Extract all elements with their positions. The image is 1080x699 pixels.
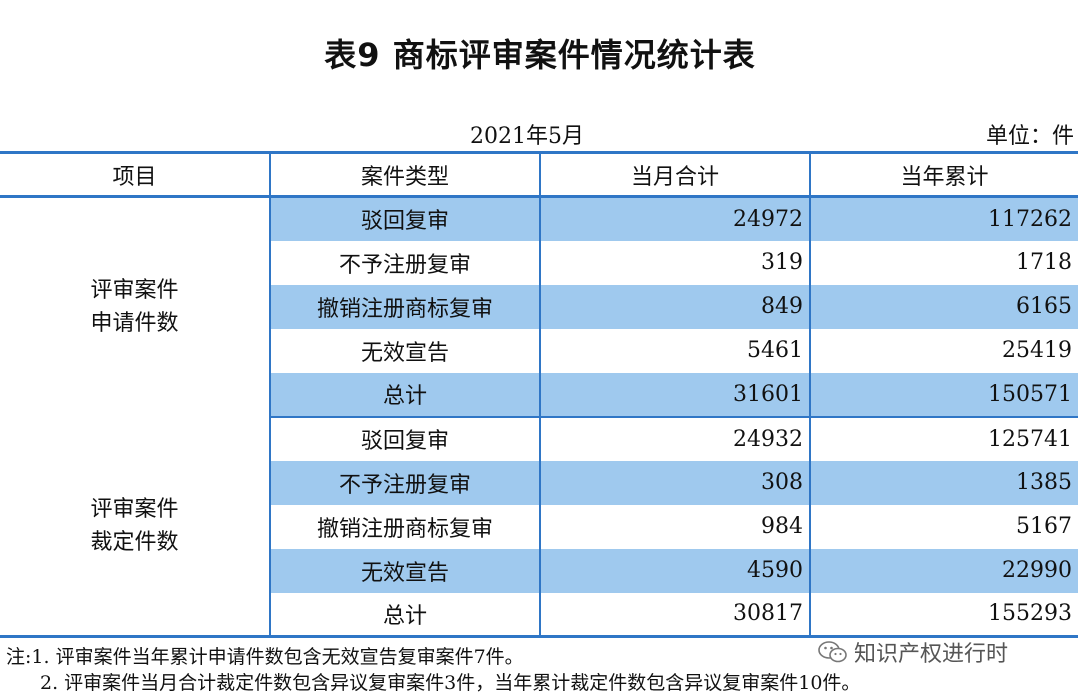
year-total-cell: 1718 bbox=[809, 240, 1078, 285]
statistics-table: 项目 案件类型 当月合计 当年累计 评审案件 申请件数 驳回复审 24972 1… bbox=[0, 151, 1078, 638]
watermark: 知识产权进行时 bbox=[818, 636, 1008, 668]
case-type-cell: 驳回复审 bbox=[269, 416, 540, 461]
year-total-cell: 22990 bbox=[809, 548, 1078, 593]
group-label: 评审案件 申请件数 bbox=[0, 197, 270, 417]
table-row: 不予注册复审 319 1718 bbox=[0, 240, 1078, 285]
year-total-cell: 1385 bbox=[809, 460, 1078, 505]
year-total-cell: 150571 bbox=[809, 372, 1078, 418]
table-row-total: 总计 30817 155293 bbox=[0, 592, 1078, 637]
table-row: 无效宣告 5461 25419 bbox=[0, 328, 1078, 373]
group-label: 评审案件 裁定件数 bbox=[0, 417, 270, 637]
table-row: 不予注册复审 308 1385 bbox=[0, 460, 1078, 505]
month-total-cell: 24972 bbox=[539, 196, 810, 241]
table-row: 撤销注册商标复审 849 6165 bbox=[0, 284, 1078, 329]
table-row: 撤销注册商标复审 984 5167 bbox=[0, 504, 1078, 549]
table-row: 无效宣告 4590 22990 bbox=[0, 548, 1078, 593]
case-type-cell: 不予注册复审 bbox=[269, 240, 540, 285]
header-case-type: 案件类型 bbox=[269, 152, 540, 198]
month-total-cell: 984 bbox=[539, 504, 810, 549]
month-total-cell: 319 bbox=[539, 240, 810, 285]
month-total-cell: 5461 bbox=[539, 328, 810, 373]
case-type-cell: 驳回复审 bbox=[269, 196, 540, 241]
year-total-cell: 155293 bbox=[809, 592, 1078, 637]
month-total-cell: 31601 bbox=[539, 372, 810, 418]
case-type-cell: 撤销注册商标复审 bbox=[269, 284, 540, 329]
year-total-cell: 5167 bbox=[809, 504, 1078, 549]
header-year-total: 当年累计 bbox=[809, 152, 1078, 198]
table-row: 评审案件 裁定件数 驳回复审 24932 125741 bbox=[0, 416, 1078, 555]
table-row: 评审案件 申请件数 驳回复审 24972 117262 bbox=[0, 196, 1078, 336]
year-total-cell: 117262 bbox=[809, 196, 1078, 241]
case-type-cell: 总计 bbox=[269, 372, 540, 418]
group-rulings: 评审案件 裁定件数 驳回复审 24932 125741 不予注册复审 308 1… bbox=[0, 416, 1078, 637]
year-total-cell: 6165 bbox=[809, 284, 1078, 329]
header-item: 项目 bbox=[0, 152, 270, 198]
table-row-total: 总计 31601 150571 bbox=[0, 372, 1078, 418]
group-applications: 评审案件 申请件数 驳回复审 24972 117262 不予注册复审 319 1… bbox=[0, 196, 1078, 418]
group-label-line2: 裁定件数 bbox=[90, 529, 179, 555]
footnote-2: 2. 评审案件当月合计裁定件数包含异议复审案件3件，当年累计裁定件数包含异议复审… bbox=[40, 672, 861, 694]
group-label-line2: 申请件数 bbox=[90, 311, 179, 337]
month-total-cell: 849 bbox=[539, 284, 810, 329]
case-type-cell: 撤销注册商标复审 bbox=[269, 504, 540, 549]
table-title: 表9 商标评审案件情况统计表 bbox=[324, 36, 756, 74]
group-label-line1: 评审案件 bbox=[90, 278, 179, 304]
month-total-cell: 308 bbox=[539, 460, 810, 505]
case-type-cell: 无效宣告 bbox=[269, 328, 540, 373]
report-date: 2021年5月 bbox=[470, 124, 584, 149]
header-row: 项目 案件类型 当月合计 当年累计 bbox=[0, 152, 1078, 198]
group-label-line1: 评审案件 bbox=[90, 496, 179, 522]
case-type-cell: 不予注册复审 bbox=[269, 460, 540, 505]
month-total-cell: 30817 bbox=[539, 592, 810, 637]
unit-label: 单位：件 bbox=[985, 124, 1074, 149]
wechat-icon bbox=[818, 640, 848, 664]
footnote-1: 注:1. 评审案件当年累计申请件数包含无效宣告复审案件7件。 bbox=[6, 646, 524, 668]
case-type-cell: 总计 bbox=[269, 592, 540, 637]
month-total-cell: 4590 bbox=[539, 548, 810, 593]
month-total-cell: 24932 bbox=[539, 416, 810, 461]
year-total-cell: 25419 bbox=[809, 328, 1078, 373]
case-type-cell: 无效宣告 bbox=[269, 548, 540, 593]
watermark-text: 知识产权进行时 bbox=[854, 642, 1009, 667]
header-month-total: 当月合计 bbox=[539, 152, 810, 198]
year-total-cell: 125741 bbox=[809, 416, 1078, 461]
